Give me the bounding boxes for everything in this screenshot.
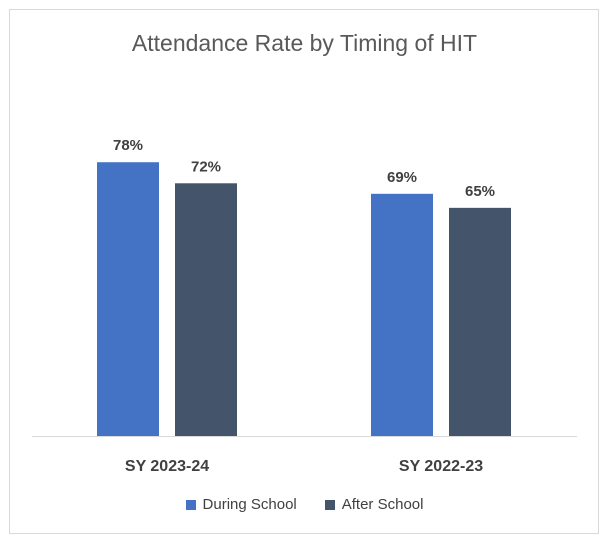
x-tick-label: SY 2022-23 bbox=[399, 458, 483, 475]
legend-swatch-after-school bbox=[324, 499, 335, 510]
data-label: 72% bbox=[191, 158, 221, 175]
data-label: 65% bbox=[465, 183, 495, 200]
bar-after-school-sy-2022-23 bbox=[449, 207, 511, 436]
chart-title: Attendance Rate by Timing of HIT bbox=[131, 30, 478, 56]
legend: During School After School bbox=[0, 496, 609, 513]
legend-swatch-during-school bbox=[185, 499, 196, 510]
legend-label-after-school: After School bbox=[341, 496, 424, 513]
bar-during-school-sy-2022-23 bbox=[371, 193, 433, 436]
x-tick-label: SY 2023-24 bbox=[125, 458, 209, 475]
legend-label-during-school: During School bbox=[202, 496, 297, 513]
bar-after-school-sy-2023-24 bbox=[175, 183, 237, 436]
data-label: 69% bbox=[387, 169, 417, 186]
legend-item-after-school: After School bbox=[324, 496, 424, 513]
legend-item-during-school: During School bbox=[185, 496, 297, 513]
bar-during-school-sy-2023-24 bbox=[97, 162, 159, 436]
data-label: 78% bbox=[113, 137, 143, 154]
